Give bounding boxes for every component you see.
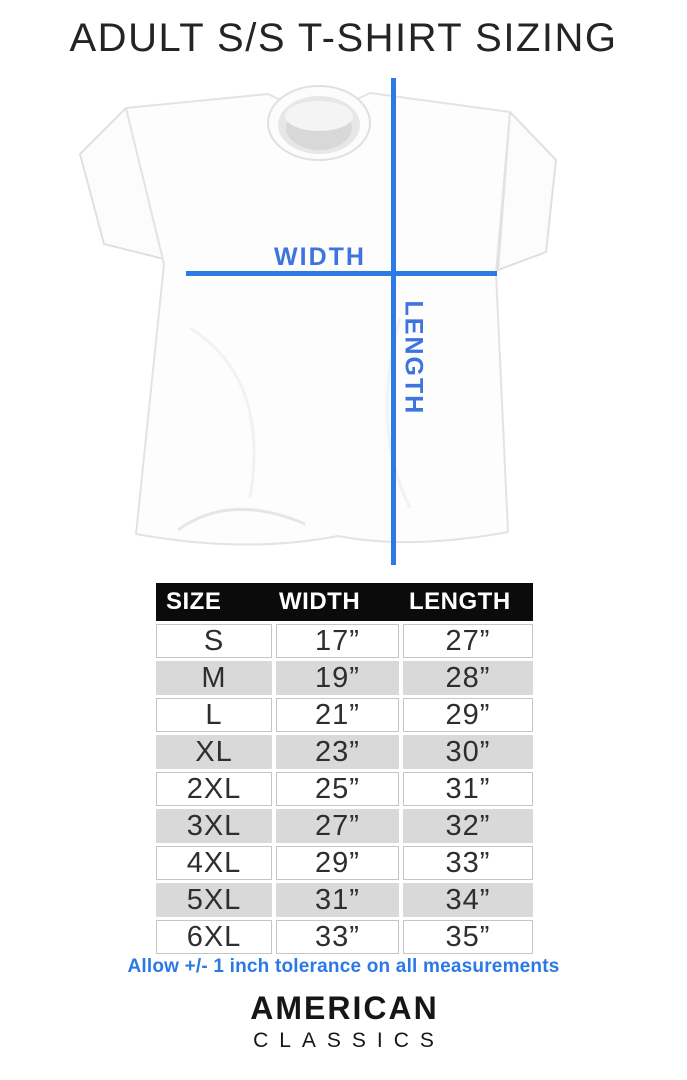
- tolerance-note: Allow +/- 1 inch tolerance on all measur…: [127, 956, 560, 977]
- cell-width: 27”: [276, 809, 399, 843]
- width-measure-line: [186, 271, 497, 276]
- width-label: WIDTH: [274, 243, 366, 271]
- cell-length: 29”: [403, 698, 533, 732]
- cell-size: 4XL: [156, 846, 272, 880]
- cell-width: 33”: [276, 920, 399, 954]
- cell-width: 23”: [276, 735, 399, 769]
- length-measure-line: [391, 78, 396, 565]
- cell-width: 21”: [276, 698, 399, 732]
- cell-size: S: [156, 624, 272, 658]
- table-row: 2XL 25” 31”: [156, 772, 533, 806]
- table-body: S 17” 27” M 19” 28” L 21” 29” XL 23” 30”…: [156, 624, 533, 954]
- table-row: S 17” 27”: [156, 624, 533, 658]
- cell-width: 25”: [276, 772, 399, 806]
- cell-length: 33”: [403, 846, 533, 880]
- table-row: M 19” 28”: [156, 661, 533, 695]
- cell-size: 2XL: [156, 772, 272, 806]
- cell-size: L: [156, 698, 272, 732]
- brand-name-primary: AMERICAN: [250, 990, 439, 1026]
- cell-width: 29”: [276, 846, 399, 880]
- table-row: 4XL 29” 33”: [156, 846, 533, 880]
- page-title: ADULT S/S T-SHIRT SIZING: [69, 16, 618, 60]
- cell-length: 35”: [403, 920, 533, 954]
- size-chart-table: SIZE WIDTH LENGTH S 17” 27” M 19” 28” L …: [156, 583, 533, 954]
- cell-length: 28”: [403, 661, 533, 695]
- cell-length: 30”: [403, 735, 533, 769]
- brand-name-secondary: CLASSICS: [253, 1029, 445, 1052]
- cell-size: XL: [156, 735, 272, 769]
- cell-width: 31”: [276, 883, 399, 917]
- cell-length: 27”: [403, 624, 533, 658]
- length-label: LENGTH: [399, 300, 428, 416]
- cell-width: 17”: [276, 624, 399, 658]
- table-row: XL 23” 30”: [156, 735, 533, 769]
- header-size: SIZE: [166, 588, 222, 615]
- table-header-row: SIZE WIDTH LENGTH: [156, 583, 533, 621]
- cell-length: 34”: [403, 883, 533, 917]
- table-row: 6XL 33” 35”: [156, 920, 533, 954]
- cell-size: 3XL: [156, 809, 272, 843]
- header-length: LENGTH: [409, 588, 511, 615]
- tshirt-graphic: [79, 85, 557, 546]
- table-row: 5XL 31” 34”: [156, 883, 533, 917]
- tshirt-diagram: WIDTH LENGTH: [70, 78, 620, 570]
- cell-length: 31”: [403, 772, 533, 806]
- cell-size: 6XL: [156, 920, 272, 954]
- table-row: 3XL 27” 32”: [156, 809, 533, 843]
- table-row: L 21” 29”: [156, 698, 533, 732]
- cell-width: 19”: [276, 661, 399, 695]
- cell-size: 5XL: [156, 883, 272, 917]
- cell-length: 32”: [403, 809, 533, 843]
- header-width: WIDTH: [279, 588, 361, 615]
- cell-size: M: [156, 661, 272, 695]
- brand-logo: AMERICAN CLASSICS: [0, 990, 687, 1053]
